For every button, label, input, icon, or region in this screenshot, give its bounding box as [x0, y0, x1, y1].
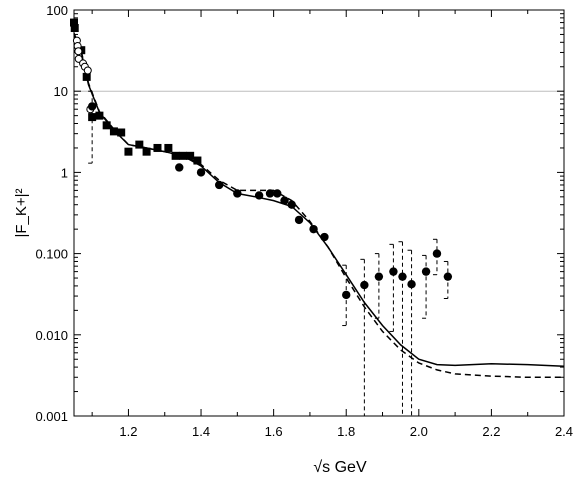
data-point-square [95, 111, 104, 120]
y-axis-title: |F_K+|² [13, 188, 30, 237]
data-point-square [117, 128, 126, 137]
data-point-circle [287, 200, 296, 209]
data-point-circle [374, 272, 384, 281]
data-point-square [102, 121, 111, 130]
data-point-square [124, 147, 133, 156]
data-point-circle [273, 189, 282, 198]
solid-curve [73, 34, 565, 367]
data-point-square [171, 151, 180, 160]
data-point-circle [175, 163, 184, 172]
data-point-square [142, 147, 151, 156]
data-point-circle [196, 168, 206, 177]
y-tick-label: 10 [54, 84, 68, 99]
data-point-square [70, 18, 78, 27]
data-point-square [109, 127, 118, 136]
data-point-circle [280, 196, 289, 205]
data-point-circle [398, 272, 407, 281]
data-point-square [135, 140, 144, 149]
x-axis-title: √s GeV [313, 459, 367, 476]
data-point-circle [265, 189, 275, 198]
data-point-circle [389, 267, 398, 276]
data-point-open-circle [74, 47, 83, 56]
axes [73, 9, 565, 417]
data-point-square [153, 143, 162, 152]
data-point-circle [432, 249, 442, 258]
data-point-circle [320, 232, 329, 242]
x-tick-label: 1.8 [337, 424, 355, 439]
data-point-circle [421, 267, 431, 276]
data-points [70, 18, 453, 416]
data-point-open-circle [83, 66, 92, 75]
y-tick-label: 0.001 [35, 409, 68, 424]
x-tick-label: 1.6 [265, 424, 283, 439]
plot-frame [73, 9, 565, 417]
dashed-curve [73, 32, 564, 379]
y-tick-label: 0.100 [35, 247, 68, 262]
data-point-circle [214, 180, 224, 190]
model-curves [73, 32, 565, 379]
data-point-circle [443, 272, 453, 281]
data-point-circle [309, 224, 318, 234]
data-point-square [82, 72, 91, 81]
data-point-square [178, 151, 187, 160]
y-tick-label: 100 [46, 3, 68, 18]
data-point-circle [294, 215, 304, 225]
axis-labels: 1.2 1.4 1.6 1.8 2.0 2.2 2.4 0.001 0.010 0.100 1 10 1… [13, 3, 573, 476]
data-point-square [164, 143, 173, 152]
data-point-square [193, 156, 202, 165]
data-point-circle [233, 189, 242, 198]
x-tick-label: 2.4 [555, 424, 573, 439]
x-tick-label: 2.2 [482, 424, 500, 439]
y-tick-label: 0.010 [35, 328, 68, 343]
x-tick-label: 1.4 [192, 424, 210, 439]
data-point-circle [342, 290, 351, 300]
data-point-square [186, 151, 195, 160]
data-point-circle [360, 280, 369, 290]
x-tick-label: 2.0 [410, 424, 428, 439]
x-tick-label: 1.2 [119, 424, 137, 439]
y-tick-label: 1 [61, 165, 68, 180]
data-point-square [70, 24, 79, 33]
data-point-square [88, 113, 97, 122]
data-point-circle [407, 279, 416, 289]
data-point-circle [87, 102, 97, 111]
data-point-circle [254, 191, 264, 200]
